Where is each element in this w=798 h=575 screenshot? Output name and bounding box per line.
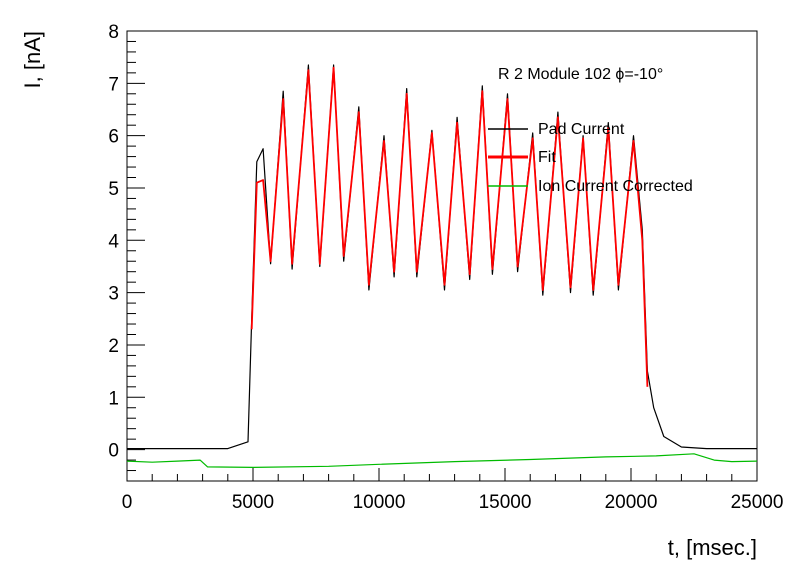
series-layer bbox=[126, 64, 758, 468]
y-tick-label: 5 bbox=[108, 179, 119, 200]
plot-frame bbox=[126, 30, 758, 482]
x-tick-label: 10000 bbox=[353, 492, 406, 513]
x-tick-label: 20000 bbox=[605, 492, 658, 513]
y-tick-label: 1 bbox=[108, 388, 119, 409]
y-tick-label: 4 bbox=[108, 231, 119, 252]
x-axis-title: t, [msec.] bbox=[668, 535, 757, 560]
legend-label-ion-current: Ion Current Corrected bbox=[538, 178, 693, 195]
y-tick-label: 8 bbox=[108, 22, 119, 43]
legend: Pad Current Fit Ion Current Corrected bbox=[488, 121, 693, 195]
series-line-pad-current bbox=[127, 64, 757, 450]
series-line-fit bbox=[250, 66, 649, 387]
y-tick-label: 2 bbox=[108, 336, 119, 357]
series-line-ion-current bbox=[126, 453, 758, 468]
x-tick-label: 25000 bbox=[731, 492, 784, 513]
x-tick-label: 5000 bbox=[232, 492, 274, 513]
legend-label-fit: Fit bbox=[538, 149, 556, 166]
annotation-text: R 2 Module 102 ϕ=-10° bbox=[498, 66, 663, 83]
y-tick-label: 0 bbox=[108, 441, 119, 462]
x-axis-ticks: 0 5000 10000 15000 20000 25000 bbox=[122, 468, 784, 513]
y-tick-label: 7 bbox=[108, 74, 119, 95]
y-axis-ticks: 0 1 2 3 4 5 6 7 8 bbox=[108, 22, 145, 482]
y-tick-label: 3 bbox=[108, 284, 119, 305]
y-axis-title: I, [nA] bbox=[20, 31, 45, 88]
legend-label-pad-current: Pad Current bbox=[538, 121, 625, 138]
x-tick-label: 15000 bbox=[479, 492, 532, 513]
x-tick-label: 0 bbox=[122, 492, 133, 513]
y-tick-label: 6 bbox=[108, 127, 119, 148]
